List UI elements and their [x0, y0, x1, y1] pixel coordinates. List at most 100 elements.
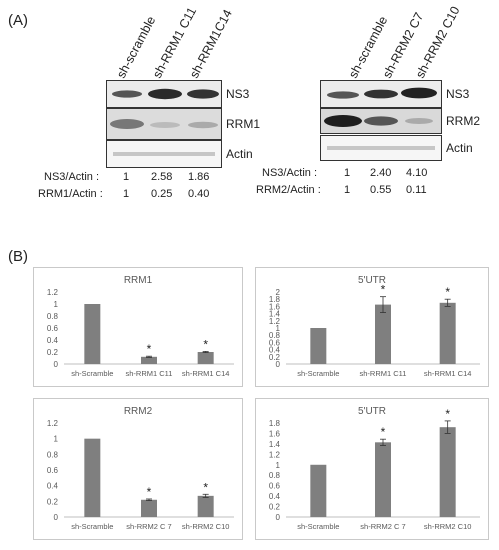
bar [84, 438, 101, 517]
x-tick-label: sh-Scramble [71, 369, 113, 378]
significance-marker: * [381, 283, 386, 297]
ratio-value: 0.25 [151, 188, 173, 200]
y-tick-label: 0.4 [269, 492, 281, 501]
ratio-label: NS3/Actin : [262, 167, 318, 179]
bar [375, 442, 391, 517]
band-label-ns3: NS3 [446, 87, 470, 101]
blot-band-rrm2 [320, 108, 442, 134]
y-tick-label: 2 [276, 288, 281, 297]
x-tick-label: sh-RRM1 C14 [424, 369, 472, 378]
y-tick-label: 0.6 [47, 466, 59, 475]
chart-title: 5'UTR [358, 275, 386, 286]
x-tick-label: sh-RRM2 C10 [424, 522, 472, 531]
y-tick-label: 1.2 [269, 317, 281, 326]
blot-band-ns3 [106, 80, 222, 108]
chart-title: 5'UTR [358, 406, 386, 417]
blot-band-rrm1 [106, 108, 222, 140]
bar [84, 304, 101, 364]
ratio-value: 2.40 [370, 167, 392, 179]
y-tick-label: 0.2 [47, 348, 59, 357]
y-tick-label: 0 [276, 360, 281, 369]
band-label-rrm2: RRM2 [446, 114, 481, 128]
significance-marker: * [147, 485, 152, 499]
y-tick-label: 0 [276, 513, 281, 522]
x-tick-label: sh-RRM2 C10 [182, 522, 230, 531]
ratio-value: 2.58 [151, 171, 173, 183]
y-tick-label: 0.6 [269, 482, 281, 491]
ratio-value: 1 [344, 184, 351, 196]
y-tick-label: 1.4 [269, 310, 281, 319]
x-tick-label: sh-Scramble [71, 522, 113, 531]
bar [141, 356, 157, 364]
y-tick-label: 0 [54, 513, 59, 522]
x-tick-label: sh-Scramble [297, 522, 339, 531]
y-tick-label: 1 [276, 324, 281, 333]
blot-band-actin [106, 140, 222, 168]
y-tick-label: 1.2 [47, 419, 59, 428]
panel-b-label: (B) [8, 248, 28, 265]
ratio-label: RRM2/Actin : [256, 184, 321, 196]
x-tick-label: sh-RRM1 C11 [126, 369, 173, 378]
bar [439, 427, 456, 517]
y-tick-label: 0.2 [269, 503, 281, 512]
panel-a-label: (A) [8, 12, 28, 29]
ratio-value: 4.10 [406, 167, 428, 179]
ratio-value: 0.40 [188, 188, 210, 200]
y-tick-label: 0.2 [269, 353, 281, 362]
y-tick-label: 0.4 [47, 482, 59, 491]
x-tick-label: sh-RRM2 C 7 [360, 522, 405, 531]
y-tick-label: 1 [54, 300, 59, 309]
chart-rrm1: RRM1 0 0.2 0.4 0.6 0.8 1 1.2 sh-Scramble * sh-RRM1… [33, 267, 243, 387]
y-tick-label: 0.8 [47, 312, 59, 321]
x-tick-label: sh-Scramble [297, 369, 339, 378]
band-label-actin: Actin [226, 147, 253, 161]
y-tick-label: 1.6 [269, 429, 281, 438]
ratio-value: 0.11 [406, 184, 427, 196]
bar [439, 302, 456, 364]
bar [310, 328, 327, 364]
y-tick-label: 0 [54, 360, 59, 369]
significance-marker: * [445, 407, 450, 421]
ratio-value: 1 [344, 167, 351, 179]
significance-marker: * [381, 425, 386, 439]
y-tick-label: 0.8 [269, 471, 281, 480]
y-tick-label: 1.8 [269, 295, 281, 304]
ratio-label: NS3/Actin : [44, 171, 100, 183]
y-tick-label: 1.2 [47, 288, 59, 297]
band-label-rrm1: RRM1 [226, 117, 261, 131]
y-tick-label: 0.8 [269, 331, 281, 340]
ratio-value: 1 [123, 171, 130, 183]
bar [197, 495, 214, 517]
significance-marker: * [147, 342, 152, 356]
y-tick-label: 1.4 [269, 440, 281, 449]
y-tick-label: 0.8 [47, 450, 59, 459]
x-tick-label: sh-RRM1 C14 [182, 369, 230, 378]
ratio-value: 1 [123, 188, 130, 200]
ratio-value: 1.86 [188, 171, 210, 183]
bar [310, 464, 327, 517]
bar [375, 304, 391, 364]
chart-5utr-rrm2: 5'UTR 0 0.2 0.4 0.6 0.8 1 1.2 1.4 1.6 1.8 sh-Scramb… [255, 398, 489, 540]
blot-band-ns3 [320, 80, 442, 108]
y-tick-label: 0.6 [47, 324, 59, 333]
y-tick-label: 0.6 [269, 338, 281, 347]
y-tick-label: 1.8 [269, 419, 281, 428]
band-label-actin: Actin [446, 141, 473, 155]
ratio-value: 0.55 [370, 184, 392, 196]
chart-title: RRM1 [124, 275, 153, 286]
ratio-label: RRM1/Actin : [38, 188, 103, 200]
y-tick-label: 1.6 [269, 302, 281, 311]
y-tick-label: 1 [54, 435, 59, 444]
significance-marker: * [203, 480, 208, 494]
significance-marker: * [445, 285, 450, 299]
chart-5utr-rrm1: 5'UTR 0 0.2 0.4 0.6 0.8 1 1.2 1.4 1.6 1.8 2 sh-Scram… [255, 267, 489, 387]
y-tick-label: 0.4 [269, 346, 281, 355]
blot-band-actin [320, 135, 442, 161]
y-tick-label: 0.4 [47, 336, 59, 345]
y-tick-label: 1.2 [269, 450, 281, 459]
x-tick-label: sh-RRM2 C 7 [126, 522, 171, 531]
chart-title: RRM2 [124, 406, 153, 417]
bar [141, 499, 157, 517]
significance-marker: * [203, 337, 208, 351]
band-label-ns3: NS3 [226, 87, 250, 101]
